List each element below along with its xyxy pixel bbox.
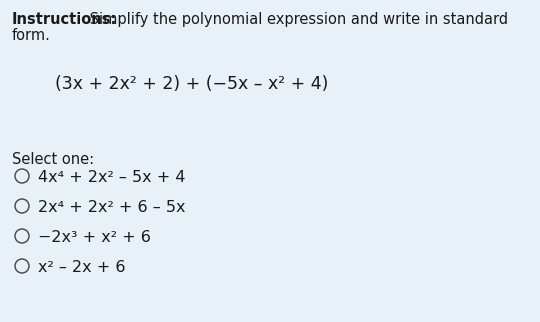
Text: 2x⁴ + 2x² + 6 – 5x: 2x⁴ + 2x² + 6 – 5x — [38, 200, 186, 215]
Text: x² – 2x + 6: x² – 2x + 6 — [38, 260, 125, 275]
Text: 4x⁴ + 2x² – 5x + 4: 4x⁴ + 2x² – 5x + 4 — [38, 170, 186, 185]
Text: Simplify the polynomial expression and write in standard: Simplify the polynomial expression and w… — [85, 12, 508, 27]
Text: (3x + 2x² + 2) + (−5x – x² + 4): (3x + 2x² + 2) + (−5x – x² + 4) — [55, 75, 328, 93]
Text: −2x³ + x² + 6: −2x³ + x² + 6 — [38, 230, 151, 245]
Text: Instructions:: Instructions: — [12, 12, 117, 27]
Text: form.: form. — [12, 28, 51, 43]
Text: Select one:: Select one: — [12, 152, 94, 167]
